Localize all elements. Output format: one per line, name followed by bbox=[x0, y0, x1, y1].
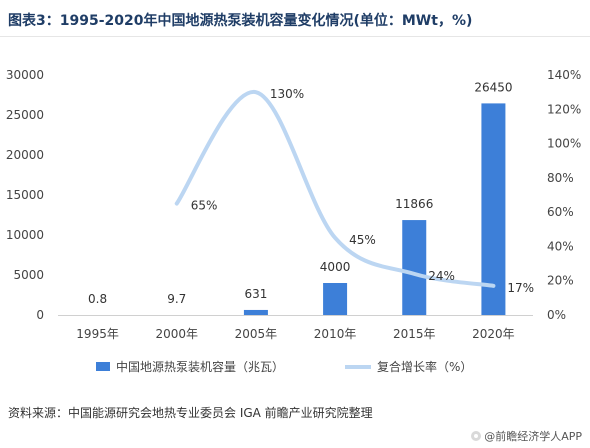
brand-logo-icon bbox=[471, 431, 482, 441]
y-left-tick-label: 5000 bbox=[13, 268, 44, 282]
y-left-tick-label: 10000 bbox=[6, 228, 44, 242]
y-right-tick-label: 120% bbox=[547, 102, 581, 116]
line-value-label: 130% bbox=[270, 87, 304, 101]
bar-value-label: 0.8 bbox=[88, 292, 107, 306]
growth-rate-line bbox=[174, 90, 496, 288]
line-value-label: 65% bbox=[191, 199, 218, 213]
legend: 中国地源热泵装机容量（兆瓦） 复合增长率（%） bbox=[96, 359, 472, 374]
y-right-tick-label: 60% bbox=[547, 205, 574, 219]
bar bbox=[402, 220, 427, 315]
legend-bar-label: 中国地源热泵装机容量（兆瓦） bbox=[116, 359, 284, 374]
bar-value-label: 26450 bbox=[474, 80, 512, 94]
line-value-label: 45% bbox=[349, 233, 376, 247]
x-tick-label: 2010年 bbox=[314, 327, 357, 341]
y-left-tick-label: 0 bbox=[36, 308, 44, 322]
y-right-tick-label: 0% bbox=[547, 308, 566, 322]
legend-line-label: 复合增长率（%） bbox=[377, 359, 472, 374]
y-right-tick-label: 100% bbox=[547, 137, 581, 151]
bar-labels: 0.8 9.7 631 4000 11866 26450 bbox=[88, 80, 512, 306]
bar bbox=[243, 309, 268, 315]
bar bbox=[323, 283, 348, 315]
y-right-tick-label: 40% bbox=[547, 239, 574, 253]
chart-title: 图表3：1995-2020年中国地源热泵装机容量变化情况(单位：MWt，%) bbox=[8, 13, 473, 29]
brand-text: @前瞻经济学人APP bbox=[484, 430, 582, 443]
line-value-label: 17% bbox=[507, 281, 534, 295]
x-tick-label: 2005年 bbox=[235, 327, 278, 341]
y-right-tick-label: 80% bbox=[547, 171, 574, 185]
bar bbox=[481, 103, 506, 316]
x-tick-label: 2020年 bbox=[472, 327, 515, 341]
brand-credit: @前瞻经济学人APP bbox=[471, 428, 582, 444]
bar-value-label: 9.7 bbox=[167, 292, 186, 306]
line-series bbox=[174, 90, 496, 288]
y-left-tick-label: 15000 bbox=[6, 188, 44, 202]
legend-bar-swatch bbox=[96, 362, 110, 371]
right-axis: 0% 20% 40% 60% 80% 100% 120% 140% bbox=[547, 68, 581, 322]
bar-value-label: 4000 bbox=[320, 260, 351, 274]
y-left-tick-label: 30000 bbox=[6, 68, 44, 82]
bar-value-label: 11866 bbox=[395, 197, 433, 211]
y-right-tick-label: 140% bbox=[547, 68, 581, 82]
x-tick-label: 1995年 bbox=[76, 327, 119, 341]
line-labels: 65% 130% 45% 24% 17% bbox=[191, 87, 534, 295]
x-tick-label: 2000年 bbox=[155, 327, 198, 341]
y-left-tick-label: 20000 bbox=[6, 148, 44, 162]
title-divider bbox=[0, 36, 590, 37]
x-ticks: 1995年 2000年 2005年 2010年 2015年 2020年 bbox=[76, 327, 514, 341]
y-left-tick-label: 25000 bbox=[6, 108, 44, 122]
x-tick-label: 2015年 bbox=[393, 327, 436, 341]
source-note: 资料来源：中国能源研究会地热专业委员会 IGA 前瞻产业研究院整理 bbox=[8, 406, 373, 420]
left-axis: 0 5000 10000 15000 20000 25000 30000 bbox=[6, 68, 44, 322]
line-value-label: 24% bbox=[428, 269, 455, 283]
bar-value-label: 631 bbox=[244, 287, 267, 301]
bar-series bbox=[243, 103, 506, 316]
y-right-tick-label: 20% bbox=[547, 274, 574, 288]
